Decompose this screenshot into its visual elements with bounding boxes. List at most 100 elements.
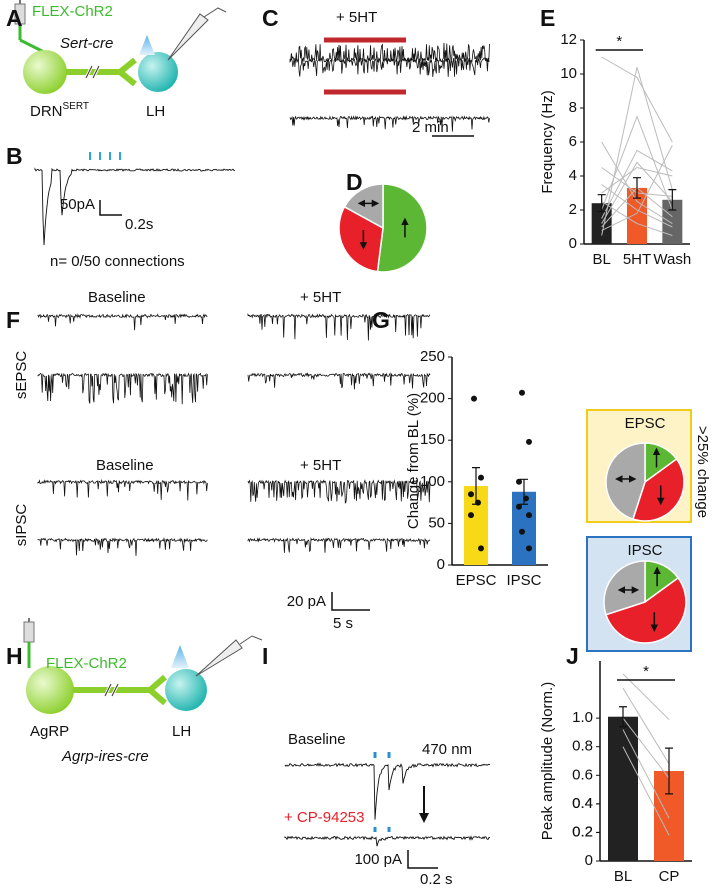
data-point [526,545,532,552]
trace [34,167,236,246]
subject-line [622,746,670,836]
row-label: sIPSC [13,504,30,547]
condition-label: + 5HT [300,289,341,306]
y-tick-label: 50 [428,514,445,531]
trace [247,479,431,504]
error-bar [597,194,606,213]
scale-label: 20 pA [287,593,326,610]
light-label: 470 nm [422,741,472,758]
region-label: AgRP [30,723,69,740]
y-tick-label: 0.6 [572,766,593,783]
y-tick-label: 250 [420,348,445,365]
y-tick-label: 1.0 [572,709,593,726]
subject-line [622,729,670,819]
y-tick-label: 12 [560,31,577,48]
x-tick-label: 5HT [623,251,651,268]
scale-label: 0.2 s [420,871,453,888]
region-text: DRN [30,103,63,120]
trace [247,537,431,553]
data-point [516,478,522,485]
pie-slice [605,576,687,644]
region-label: LH [146,103,165,120]
error-bar [668,189,677,211]
subject-line [601,145,673,231]
virus-label: FLEX-ChR2 [46,655,127,672]
scale-label: 100 pA [354,851,402,868]
y-tick-label: 0.4 [572,795,593,812]
scale-label: 5 s [333,615,353,632]
significance-label: * [643,663,649,680]
subject-line [601,201,673,236]
region-label: LH [172,723,191,740]
scale-label: 0.2s [125,216,153,233]
bar [662,199,683,244]
y-tick-label: 100 [420,473,445,490]
y-tick-label: 2 [569,201,577,218]
data-point [468,491,474,498]
data-point [478,474,484,481]
pie-title: EPSC [625,415,666,432]
error-bar [633,177,641,199]
trace [284,835,491,847]
x-tick-label: CP [659,868,680,885]
light-pulses [89,152,121,160]
subject-line [601,141,673,225]
panel-letter: H [6,643,23,669]
error-bar [619,706,627,728]
x-tick-label: IPSC [506,572,541,589]
y-tick-label: 200 [420,390,445,407]
panel-letter: I [262,643,268,669]
subject-line [622,717,670,779]
y-tick-label: 0.4 [572,795,593,812]
panel-letter: E [540,5,555,31]
scale-bar [407,850,438,869]
note: n= 0/50 connections [50,253,185,270]
y-tick-label: 150 [420,431,445,448]
condition-label: + 5HT [300,457,341,474]
light-pulses [373,752,391,832]
condition-label: Baseline [288,731,346,748]
data-point [523,495,529,502]
panel-letter: F [6,307,20,333]
mouse-label: Sert-cre [60,35,113,52]
side-label: >25% change [694,426,711,518]
bar [608,716,638,861]
trace [289,42,490,64]
data-point [475,499,481,506]
y-axis-label: Peak amplitude (Norm.) [539,682,556,840]
trace [284,762,491,820]
trace [247,313,431,341]
y-axis-label: Change from BL (%) [405,393,422,529]
subject-line [601,166,673,194]
y-tick-label: 0 [585,852,593,869]
data-point [468,512,474,519]
bar [627,187,647,244]
drug-label: + 5HT [336,9,377,26]
subject-line [601,115,673,211]
region-sup: SERT [63,101,90,112]
drug-label: + CP-94253 [284,809,364,826]
subject-line [601,149,673,219]
error-bar [665,747,673,795]
x-tick-label: Wash [653,251,691,268]
panel-letter: J [566,643,579,669]
subject-line [622,687,670,765]
panel-letter: A [6,5,23,31]
cartoon-a [14,0,227,94]
data-point [519,528,525,535]
trace [37,372,208,405]
pie-slice [338,205,384,273]
condition-label: Baseline [88,289,146,306]
subject-line [622,673,670,720]
scale-label: 50pA [60,196,95,213]
y-tick-label: 0.2 [572,823,593,840]
panel-letter: D [346,169,363,195]
data-point [516,503,522,510]
virus-label: FLEX-ChR2 [32,3,113,20]
y-tick-label: 0 [437,556,445,573]
data-point [526,512,532,519]
trace [289,115,490,132]
panel-letter: C [262,5,279,31]
pie-slice [376,183,428,273]
